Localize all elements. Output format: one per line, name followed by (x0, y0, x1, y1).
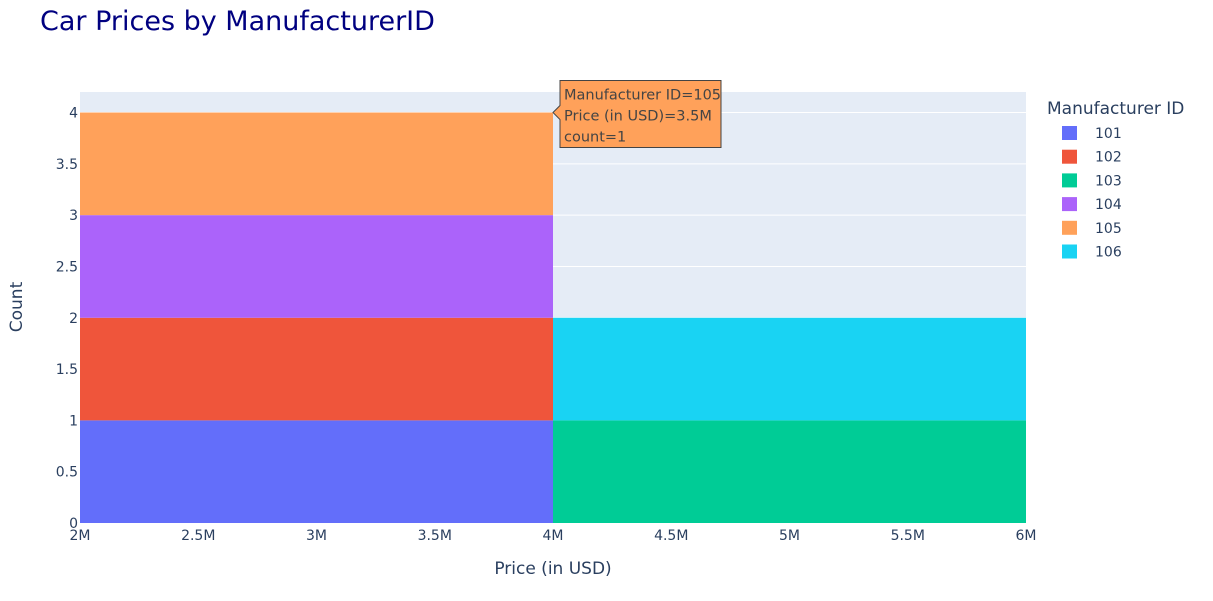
legend-label: 102 (1095, 150, 1122, 166)
legend-label: 103 (1095, 173, 1122, 189)
y-axis-title: Count (7, 281, 27, 332)
bar-106-bin-1[interactable] (553, 317, 1026, 421)
legend-swatch (1062, 149, 1077, 164)
tooltip-line: Price (in USD)=3.5M (564, 109, 712, 125)
tooltip-box (552, 80, 722, 149)
x-axis-title: Price (in USD) (494, 559, 611, 579)
legend-label: 101 (1095, 126, 1122, 142)
legend-swatch (1062, 173, 1077, 188)
y-tick-label: 1 (69, 413, 78, 429)
tooltip-line: Manufacturer ID=105 (564, 88, 721, 104)
x-tick-label: 2M (70, 528, 91, 544)
legend-label: 105 (1095, 221, 1122, 237)
legend-swatch (1062, 197, 1077, 212)
x-axis: 2M 2.5M 3M 3.5M 4M 4.5M 5M 5.5M 6M (70, 528, 1037, 544)
legend-swatch (1062, 244, 1077, 259)
tooltip-line: count=1 (564, 130, 626, 146)
legend-swatch (1062, 220, 1077, 235)
y-tick-label: 1.5 (56, 362, 78, 378)
bar-104-bin-0[interactable] (80, 215, 553, 318)
legend-item-104[interactable]: 104 (1062, 197, 1122, 213)
bar-102-bin-0[interactable] (80, 317, 553, 421)
x-tick-label: 5M (779, 528, 800, 544)
legend-item-103[interactable]: 103 (1062, 173, 1122, 189)
bar-103-bin-1[interactable] (553, 420, 1026, 523)
bar-105-bin-0[interactable] (80, 112, 553, 216)
x-tick-label: 5.5M (891, 528, 925, 544)
legend-label: 104 (1095, 197, 1122, 213)
x-tick-label: 3M (306, 528, 327, 544)
y-axis: 0 0.5 1 1.5 2 2.5 3 3.5 4 (56, 106, 78, 532)
hover-tooltip: Manufacturer ID=105 Price (in USD)=3.5M co… (552, 80, 722, 149)
legend: Manufacturer ID 101 102 103 104 105 106 (1047, 99, 1184, 261)
legend-item-106[interactable]: 106 (1062, 244, 1122, 261)
y-tick-label: 2.5 (56, 259, 78, 275)
x-tick-label: 6M (1016, 528, 1037, 544)
legend-item-101[interactable]: 101 (1062, 126, 1122, 142)
y-tick-label: 2 (69, 311, 78, 327)
y-tick-label: 3.5 (56, 157, 78, 173)
bar-101-bin-0[interactable] (80, 420, 553, 523)
y-tick-label: 0.5 (56, 465, 78, 481)
legend-label: 106 (1095, 245, 1122, 261)
legend-item-102[interactable]: 102 (1062, 149, 1122, 166)
x-tick-label: 2.5M (181, 528, 215, 544)
x-tick-label: 3.5M (418, 528, 452, 544)
legend-item-105[interactable]: 105 (1062, 220, 1122, 237)
y-tick-label: 0 (69, 516, 78, 532)
y-tick-label: 3 (69, 208, 78, 224)
y-tick-label: 4 (69, 106, 78, 122)
x-tick-label: 4M (543, 528, 564, 544)
chart-title: Car Prices by ManufacturerID (40, 6, 435, 37)
x-tick-label: 4.5M (654, 528, 688, 544)
bars (80, 112, 1026, 523)
legend-swatch (1062, 126, 1077, 140)
legend-title: Manufacturer ID (1047, 99, 1184, 119)
